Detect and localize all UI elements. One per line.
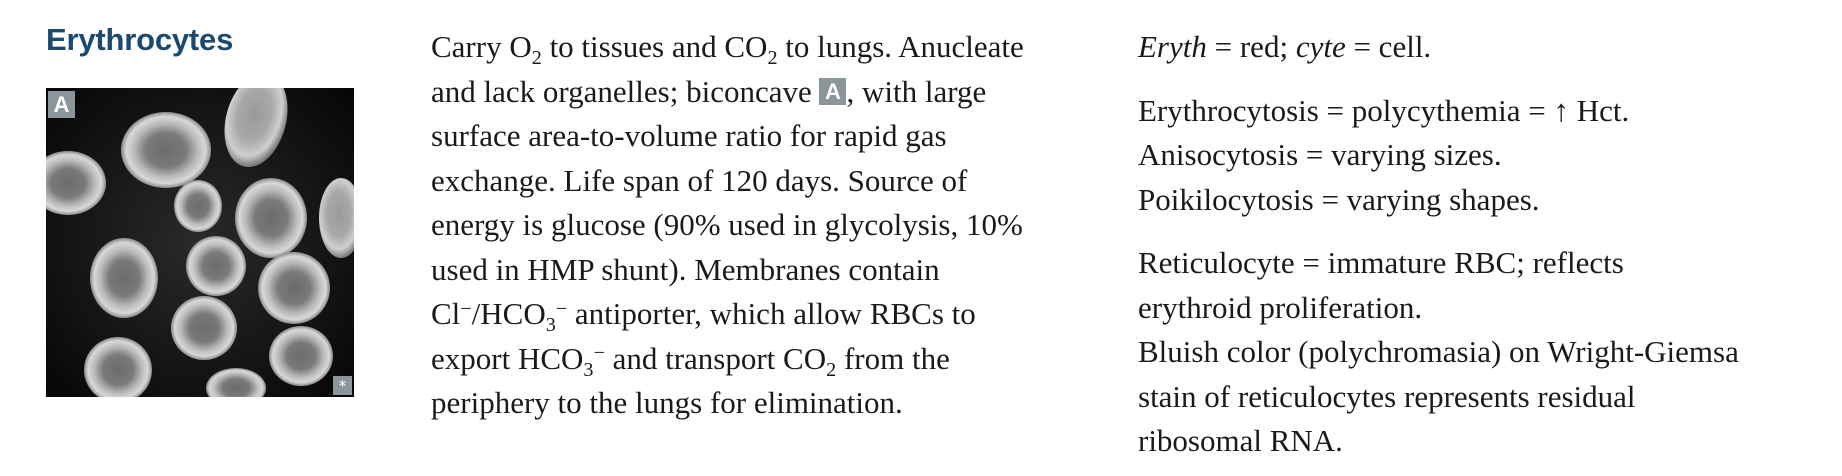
- anisocytosis-note: Anisocytosis = varying sizes.: [1138, 133, 1828, 178]
- desc-line: periphery to the lungs for elimination.: [431, 385, 903, 420]
- text-run: Hct.: [1569, 92, 1630, 128]
- text-run: Carry O: [431, 29, 532, 64]
- notes-column: Eryth = red; cyte = cell. Erythrocytosis…: [1138, 25, 1828, 464]
- text-run: and transport CO: [604, 340, 827, 376]
- note-line: Reticulocyte = immature RBC; reflects: [1138, 245, 1624, 280]
- desc-line: export HCO3− and transport CO2 from the: [431, 337, 1111, 382]
- subscript: 3: [545, 314, 556, 337]
- text-run: , with large: [846, 73, 987, 109]
- text-run: /HCO: [471, 296, 546, 331]
- text-run: to lungs. Anucleate: [777, 29, 1024, 64]
- text-run: export HCO: [431, 340, 584, 376]
- desc-line: exchange. Life span of 120 days. Source …: [431, 162, 968, 198]
- note-line: stain of reticulocytes represents residu…: [1138, 378, 1636, 414]
- text-run: and lack organelles; biconcave: [431, 73, 820, 109]
- reticulocyte-note: Reticulocyte = immature RBC; reflects er…: [1138, 241, 1828, 330]
- desc-line: Cl−/HCO3− antiporter, which allow RBCs t…: [431, 292, 1111, 337]
- section-heading: Erythrocytes: [46, 22, 234, 57]
- superscript: −: [460, 297, 472, 320]
- description-paragraph: Carry O2 to tissues and CO2 to lungs. An…: [431, 25, 1111, 426]
- desc-line: used in HMP shunt). Membranes contain: [431, 251, 940, 287]
- note-line: Poikilocytosis = varying shapes.: [1138, 181, 1540, 217]
- italic-term: cyte: [1295, 29, 1346, 64]
- desc-line: Carry O2 to tissues and CO2 to lungs. An…: [431, 25, 1111, 70]
- figure-reference-badge: A: [819, 77, 847, 105]
- subscript: 3: [583, 358, 594, 381]
- subscript: 2: [767, 47, 778, 70]
- poikilocytosis-note: Poikilocytosis = varying shapes.: [1138, 178, 1828, 223]
- text-run: = cell.: [1345, 29, 1432, 64]
- italic-term: Eryth: [1138, 29, 1207, 64]
- up-arrow-icon: ↑: [1553, 92, 1570, 128]
- note-line: Erythrocytosis = polycythemia = ↑ Hct.: [1138, 89, 1828, 134]
- micrograph-image: [46, 88, 354, 397]
- figure-label-badge: A: [48, 91, 75, 118]
- note-line: Eryth = red; cyte = cell.: [1138, 25, 1828, 70]
- description-column: Carry O2 to tissues and CO2 to lungs. An…: [431, 25, 1111, 426]
- desc-line: energy is glucose (90% used in glycolysi…: [431, 207, 1023, 242]
- superscript: −: [593, 342, 605, 365]
- text-run: to tissues and CO: [541, 29, 768, 64]
- note-line: erythroid proliferation.: [1138, 289, 1423, 325]
- polychromasia-note: Bluish color (polychromasia) on Wright-G…: [1138, 330, 1828, 464]
- text-run: Erythrocytosis = polycythemia =: [1138, 92, 1554, 128]
- subscript: 2: [531, 47, 542, 70]
- note-line: Anisocytosis = varying sizes.: [1138, 137, 1502, 172]
- subscript: 2: [826, 358, 837, 381]
- text-run: = red;: [1206, 29, 1296, 64]
- erythrocytosis-note: Erythrocytosis = polycythemia = ↑ Hct.: [1138, 89, 1828, 134]
- text-run: from the: [836, 340, 950, 376]
- figure-corner-mark: *: [333, 376, 352, 395]
- erythrocyte-micrograph: A *: [46, 88, 354, 397]
- text-run: antiporter, which allow RBCs to: [567, 296, 976, 331]
- note-line: Bluish color (polychromasia) on Wright-G…: [1138, 334, 1739, 369]
- note-line: ribosomal RNA.: [1138, 423, 1343, 458]
- desc-line: and lack organelles; biconcave A, with l…: [431, 70, 1111, 115]
- text-run: Cl: [431, 296, 461, 331]
- etymology-note: Eryth = red; cyte = cell.: [1138, 25, 1828, 70]
- desc-line: surface area-to-volume ratio for rapid g…: [431, 118, 947, 153]
- superscript: −: [555, 297, 568, 320]
